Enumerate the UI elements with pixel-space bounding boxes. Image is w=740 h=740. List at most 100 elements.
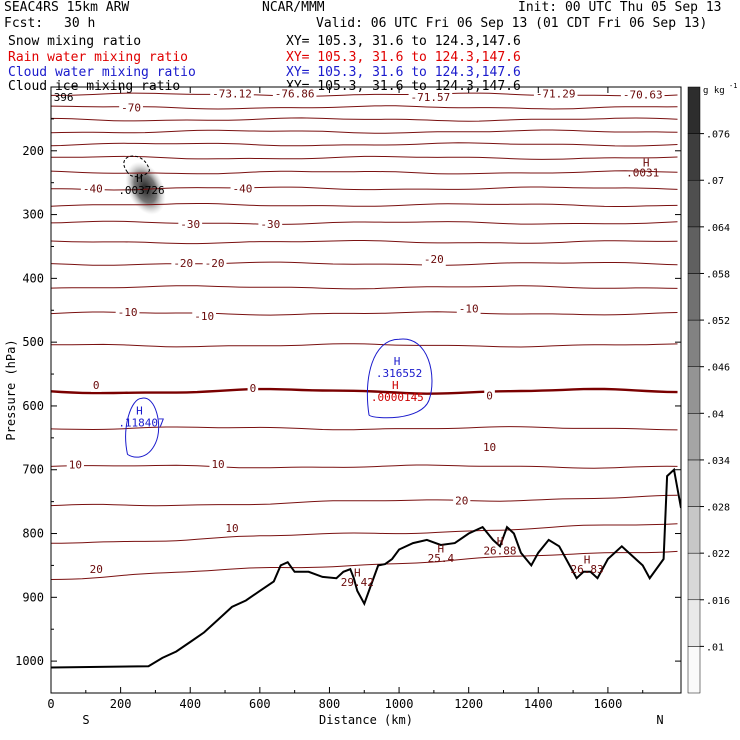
maximum-value-2: .0000145 bbox=[371, 391, 424, 404]
contour-label: -71.29 bbox=[536, 87, 576, 100]
maximum-value-3: .118407 bbox=[118, 416, 164, 429]
contour-label: 10 bbox=[483, 441, 496, 454]
colorbar: .01 .016 .022 .028 .034 .04 .046 .052 .058 .064 .0… bbox=[687, 82, 737, 694]
field-name-rain: Rain water mixing ratio bbox=[8, 50, 189, 65]
contour-label: 10 bbox=[211, 458, 224, 471]
high-label: H bbox=[497, 535, 504, 548]
contour-label-bg-9 bbox=[258, 218, 283, 232]
isotherm--50 bbox=[51, 155, 678, 160]
cloud-water-contours bbox=[123, 155, 433, 458]
colorbar-segment bbox=[687, 646, 701, 694]
colorbar-segment bbox=[687, 366, 701, 414]
x-tick-label: 0 bbox=[47, 697, 54, 711]
isotherm--30 bbox=[51, 220, 678, 225]
high-label: 26.88 bbox=[483, 545, 516, 558]
colorbar-segment bbox=[687, 506, 701, 554]
terrain-profile bbox=[51, 467, 681, 669]
y-tick-label: 600 bbox=[22, 399, 44, 413]
colorbar-segment bbox=[687, 319, 701, 367]
isotherm--20 bbox=[51, 261, 678, 266]
contour-label-bg-23 bbox=[87, 563, 105, 577]
contour-label-bg-11 bbox=[202, 257, 227, 271]
colorbar-label: .052 bbox=[706, 316, 730, 327]
contour-label-bg-4 bbox=[533, 87, 578, 101]
field-name-snow: Snow mixing ratio bbox=[8, 34, 142, 49]
isotherm--15 bbox=[51, 285, 678, 290]
contour-label: -40 bbox=[83, 182, 103, 195]
contour-label-bg-12 bbox=[421, 253, 446, 267]
contour-label: -10 bbox=[459, 302, 479, 315]
contour-label-bg-15 bbox=[456, 302, 481, 316]
isotherm-5 bbox=[51, 426, 678, 431]
contour-label-bg-8 bbox=[178, 218, 203, 232]
contour-label-bg-19 bbox=[66, 458, 84, 472]
y-tick-label: 1000 bbox=[15, 654, 44, 668]
contour-label-bg-5 bbox=[620, 88, 665, 102]
contour-label-bg-1 bbox=[210, 87, 254, 101]
isotherm--65 bbox=[51, 117, 678, 122]
colorbar-segment bbox=[687, 133, 701, 181]
colorbar-segment bbox=[687, 86, 701, 134]
init-time: Init: 00 UTC Thu 05 Sep 13 bbox=[518, 0, 722, 15]
contour-label: -10 bbox=[118, 306, 138, 319]
high-label: 26.83 bbox=[570, 563, 603, 576]
colorbar-label: .064 bbox=[706, 223, 730, 234]
x-tick-label: 400 bbox=[179, 697, 201, 711]
contour-label-bg-3 bbox=[408, 91, 453, 105]
maximum-h-0: H bbox=[136, 172, 143, 185]
center-label: NCAR/MMM bbox=[262, 0, 325, 15]
contour-label: 0 bbox=[93, 379, 100, 392]
contour-label-bg-21 bbox=[480, 440, 499, 454]
isotherm-20 bbox=[51, 523, 678, 544]
contour-label: -30 bbox=[260, 218, 280, 231]
maximum-h-2: H bbox=[392, 379, 399, 392]
isotherm-25 bbox=[51, 550, 678, 580]
colorbar-label: .058 bbox=[706, 269, 730, 280]
cloud-ice-shading bbox=[125, 161, 166, 215]
colorbar-label: .022 bbox=[706, 549, 730, 560]
contour-label: -70 bbox=[121, 101, 141, 114]
colorbar-segment bbox=[687, 226, 701, 274]
field-xy-cloud-water: XY= 105.3, 31.6 to 124.3,147.6 bbox=[286, 65, 521, 80]
high-label: 25.4 bbox=[428, 552, 455, 565]
colorbar-unit: g kg bbox=[703, 86, 725, 96]
colorbar-label: .016 bbox=[706, 596, 730, 607]
mixing-ratio-shading bbox=[125, 161, 166, 215]
contour-label: -73.12 bbox=[212, 87, 252, 100]
contour-label-bg-24 bbox=[223, 521, 241, 535]
isotherm--40 bbox=[51, 186, 678, 191]
field-xy-snow: XY= 105.3, 31.6 to 124.3,147.6 bbox=[286, 34, 521, 49]
high-label: H bbox=[584, 554, 591, 567]
isotherm--55 bbox=[51, 142, 678, 147]
x-tick-label: 1400 bbox=[524, 697, 553, 711]
x-tick-label: 600 bbox=[249, 697, 271, 711]
isotherm--35 bbox=[51, 203, 678, 207]
contour-label-bg-6 bbox=[80, 182, 105, 196]
y-tick-label: 900 bbox=[22, 590, 44, 604]
contour-label: -10 bbox=[194, 310, 214, 323]
x-tick-label: 800 bbox=[319, 697, 341, 711]
contour-label: -20 bbox=[424, 253, 444, 266]
colorbar-segment bbox=[687, 459, 701, 507]
contour-labels: -70 -73.12 -76.86 -71.57 -71.29 -70.63 -40 -40 -… bbox=[54, 87, 665, 589]
contour-label: 10 bbox=[69, 459, 82, 472]
y-tick-label: 800 bbox=[22, 527, 44, 541]
high-label: H bbox=[438, 543, 445, 556]
y-tick-label: 200 bbox=[22, 144, 44, 158]
y-tick-label: 300 bbox=[22, 208, 44, 222]
maximum-h-1: H bbox=[394, 355, 401, 368]
isotherm-15 bbox=[51, 494, 678, 507]
contour-label-bg-0 bbox=[119, 101, 143, 115]
maximum-h-3: H bbox=[136, 404, 143, 417]
high-label: H bbox=[354, 566, 361, 579]
isotherm--10 bbox=[51, 311, 678, 316]
colorbar-label: .034 bbox=[706, 456, 730, 467]
isotherm--25 bbox=[51, 240, 678, 245]
contour-label: -76.86 bbox=[275, 87, 315, 100]
colorbar-label: .028 bbox=[706, 503, 730, 514]
x-end-label-south: S bbox=[82, 713, 89, 727]
contour-label-bg-20 bbox=[209, 457, 227, 471]
contour-label-bg-2 bbox=[272, 87, 317, 101]
contour-label-bg-13 bbox=[115, 306, 140, 320]
